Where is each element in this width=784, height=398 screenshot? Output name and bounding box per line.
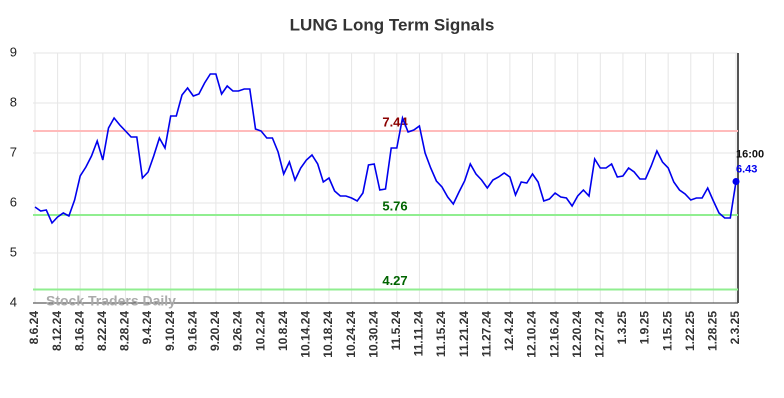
x-tick-label: 12.27.24 <box>592 311 606 358</box>
x-tick-label: 9.4.24 <box>140 311 154 345</box>
x-tick-label: 9.26.24 <box>231 311 245 351</box>
x-tick-label: 9.20.24 <box>208 311 222 351</box>
x-tick-label: 8.28.24 <box>118 311 132 351</box>
last-point <box>732 178 740 185</box>
price-line <box>34 73 737 225</box>
y-tick-label: 5 <box>10 244 17 259</box>
x-tick-label: 11.15.24 <box>434 311 448 357</box>
x-tick-label: 11.21.24 <box>457 311 471 357</box>
y-tick-label: 7 <box>10 144 17 159</box>
x-tick-label: 12.16.24 <box>547 311 561 358</box>
x-tick-label: 1.3.25 <box>615 311 629 345</box>
x-tick-label: 11.11.24 <box>412 311 426 357</box>
x-tick-label: 12.4.24 <box>502 311 516 351</box>
x-tick-label: 12.10.24 <box>525 311 539 358</box>
y-tick-label: 6 <box>10 194 17 209</box>
x-tick-label: 11.27.24 <box>479 311 493 357</box>
x-tick-label: 8.12.24 <box>50 311 64 351</box>
x-tick-label: 1.22.25 <box>683 311 697 351</box>
x-tick-label: 2.3.25 <box>728 311 742 345</box>
y-tick-label: 9 <box>10 44 17 59</box>
x-tick-label: 10.2.24 <box>253 311 267 351</box>
x-tick-label: 10.18.24 <box>321 311 335 358</box>
x-tick-label: 1.28.25 <box>706 311 720 351</box>
x-tick-label: 10.24.24 <box>344 311 358 358</box>
x-tick-label: 10.14.24 <box>299 311 313 358</box>
x-tick-label: 8.22.24 <box>95 311 109 351</box>
x-tick-label: 10.30.24 <box>366 311 380 358</box>
y-tick-label: 8 <box>10 94 17 109</box>
x-tick-label: 9.10.24 <box>163 311 177 351</box>
x-tick-label: 1.15.25 <box>660 311 674 351</box>
x-tick-label: 1.9.25 <box>638 311 652 345</box>
x-tick-label: 10.8.24 <box>276 311 290 351</box>
last-value: 6.43 <box>736 163 757 175</box>
chart-title: LUNG Long Term Signals <box>290 15 495 34</box>
x-tick-label: 8.6.24 <box>27 311 41 345</box>
watermark: Stock Traders Daily <box>46 293 176 309</box>
x-tick-label: 9.16.24 <box>185 311 199 351</box>
x-tick-label: 8.16.24 <box>72 311 86 351</box>
x-tick-label: 12.20.24 <box>570 311 584 358</box>
last-time: 16:00 <box>736 148 764 160</box>
y-tick-label: 4 <box>10 294 17 309</box>
signal-label: 5.76 <box>382 198 407 213</box>
signal-label: 4.27 <box>382 273 407 288</box>
x-tick-label: 11.5.24 <box>389 311 403 351</box>
